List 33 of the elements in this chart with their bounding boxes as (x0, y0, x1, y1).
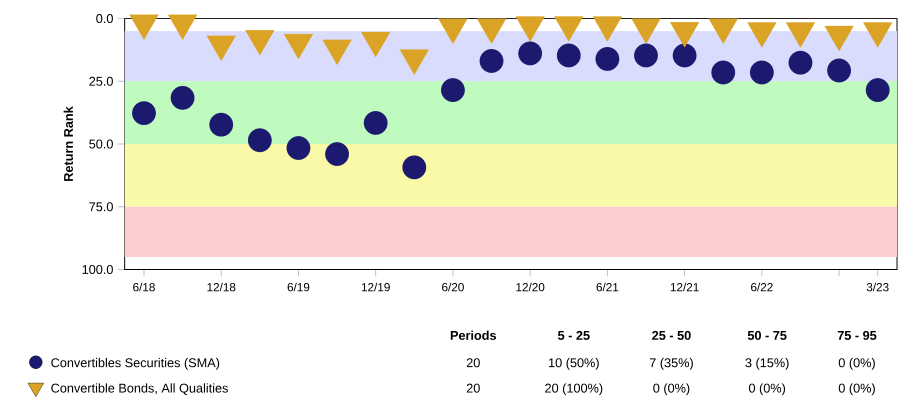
x-tick-label: 6/22 (751, 282, 773, 292)
y-axis-title: Return Rank (64, 106, 73, 181)
legend-label: Convertible Bonds, All Qualities (51, 383, 228, 395)
x-tick-label: 6/19 (288, 282, 310, 292)
y-tick-label: 50.0 (89, 139, 113, 148)
text: 20 (100%) (545, 383, 602, 396)
text: 0 (0%) (838, 358, 875, 370)
x-tick-label: 3/23 (866, 282, 889, 292)
x-tick-label: 12/20 (516, 282, 544, 292)
x-tick-label: 6/21 (596, 282, 618, 292)
y-tick-label: 25.0 (89, 76, 113, 86)
text: 7 (35%) (650, 358, 693, 370)
text: 20 (466, 384, 480, 392)
text: 25 - 50 (652, 330, 691, 340)
x-tick-label: 6/20 (442, 282, 464, 292)
x-tick-label: 12/18 (207, 282, 236, 292)
y-tick-label: 100.0 (82, 264, 113, 274)
text: 20 (466, 358, 480, 368)
legend-label: Convertibles Securities (SMA) (51, 358, 220, 370)
text: 75 - 95 (838, 330, 876, 340)
text: 3 (15%) (745, 358, 789, 370)
text: 0 (0%) (653, 383, 690, 396)
text: 0 (0%) (838, 383, 875, 396)
x-tick-label: 6/18 (133, 282, 155, 292)
y-tick-label: 75.0 (89, 202, 113, 212)
x-tick-label: 12/19 (362, 282, 390, 292)
text: 50 - 75 (748, 330, 787, 340)
y-tick-label: 0.0 (96, 14, 113, 23)
text: 5 - 25 (558, 330, 590, 340)
x-tick-label: 12/21 (670, 282, 699, 292)
text: 0 (0%) (748, 383, 786, 396)
text: 10 (50%) (549, 358, 599, 370)
text: Periods (450, 330, 496, 340)
